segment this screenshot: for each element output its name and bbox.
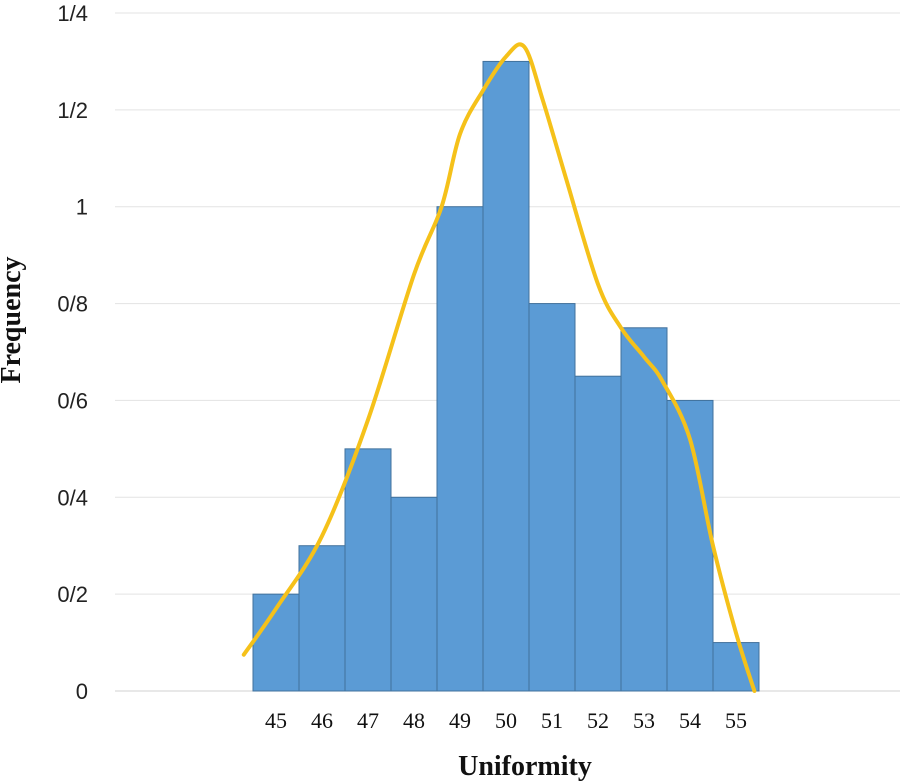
y-axis-title: Frequency (0, 256, 27, 383)
y-tick-label: 1/2 (57, 98, 88, 123)
bar-52 (574, 375, 622, 692)
bar-47 (344, 448, 392, 692)
x-tick-label: 53 (633, 708, 655, 733)
x-tick-label: 48 (403, 708, 425, 733)
y-tick-label: 0/2 (57, 582, 88, 607)
bar-46 (298, 545, 346, 692)
bar-49 (436, 206, 484, 692)
density-curve-line (241, 42, 757, 693)
x-tick-label: 55 (725, 708, 747, 733)
x-tick-label: 50 (495, 708, 517, 733)
y-tick-label: 0/4 (57, 485, 88, 510)
x-tick-label: 47 (357, 708, 379, 733)
x-tick-label: 46 (311, 708, 333, 733)
density-curve (241, 42, 757, 693)
bar-50 (482, 60, 530, 692)
x-tick-label: 45 (265, 708, 287, 733)
y-tick-label: 1 (76, 195, 88, 220)
bar-53 (620, 327, 668, 692)
x-axis-ticks: 45 46 47 48 49 50 51 52 53 54 55 (265, 708, 747, 733)
x-tick-label: 51 (541, 708, 563, 733)
bar-51 (528, 303, 576, 692)
y-tick-label: 0 (76, 679, 88, 704)
y-tick-label: 0/6 (57, 388, 88, 413)
y-axis-ticks: 0 0/2 0/4 0/6 0/8 1 1/2 1/4 (57, 1, 88, 704)
y-tick-label: 0/8 (57, 292, 88, 317)
bar-48 (390, 496, 438, 692)
x-tick-label: 54 (679, 708, 701, 733)
y-tick-label: 1/4 (57, 1, 88, 26)
x-axis-title: Uniformity (458, 751, 592, 782)
x-tick-label: 49 (449, 708, 471, 733)
x-tick-label: 52 (587, 708, 609, 733)
bars (252, 60, 760, 692)
